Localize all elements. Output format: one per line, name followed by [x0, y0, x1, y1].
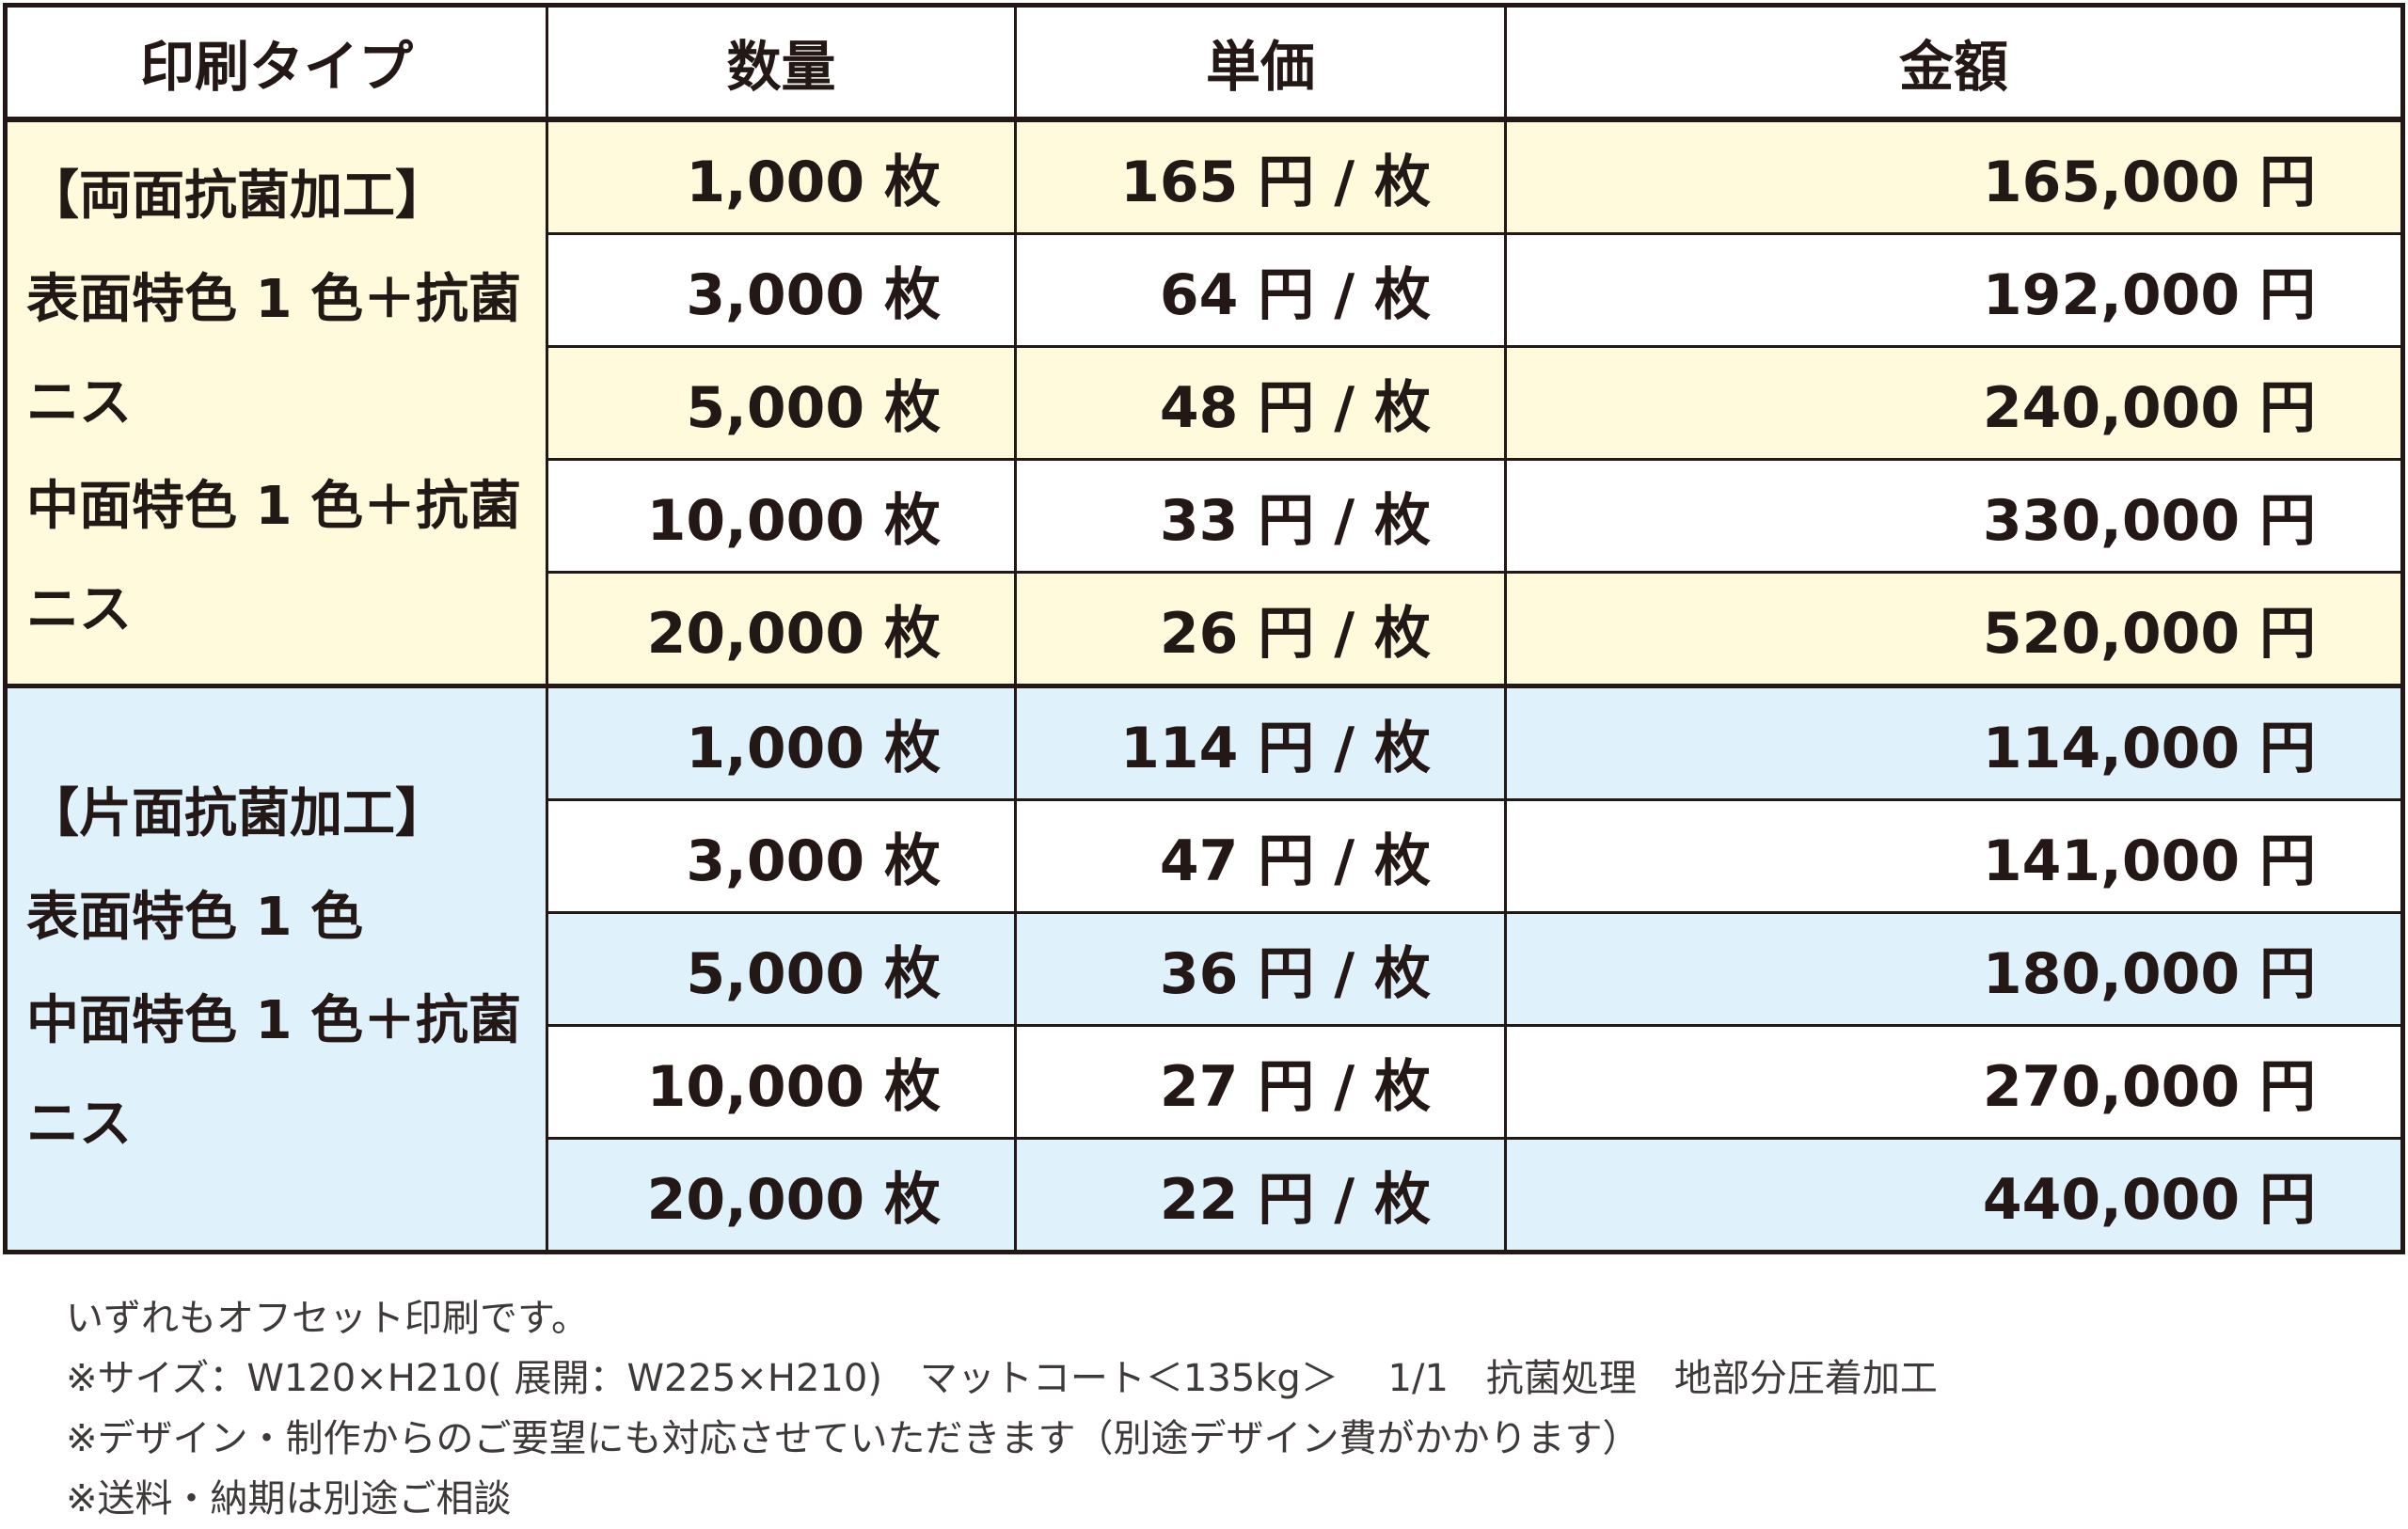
amount-cell: 440,000 円 — [1504, 1137, 2404, 1253]
quantity-cell: 5,000 枚 — [546, 911, 1017, 1027]
unit-price-cell: 36 円 / 枚 — [1014, 911, 1507, 1027]
amount-cell: 240,000 円 — [1504, 345, 2404, 461]
quantity-cell: 10,000 枚 — [546, 458, 1017, 574]
price-table: 印刷タイプ 数量 単価 金額 【両面抗菌加工】表面特色 1 色＋抗菌ニス 中面特色… — [3, 3, 2405, 1254]
header-row: 印刷タイプ 数量 単価 金額 — [4, 4, 2404, 121]
unit-price-cell: 26 円 / 枚 — [1014, 571, 1507, 687]
group-single-sided: 【片面抗菌加工】 表面特色 1 色中面特色 1 色＋抗菌ニス 1,000 枚 114 … — [4, 685, 2404, 1253]
amount-cell: 114,000 円 — [1504, 685, 2404, 801]
table-row: 【片面抗菌加工】 表面特色 1 色中面特色 1 色＋抗菌ニス 1,000 枚 114 … — [4, 685, 2404, 1253]
header-amount: 金額 — [1504, 4, 2404, 121]
header-print-type: 印刷タイプ — [4, 4, 548, 121]
unit-price-cell: 27 円 / 枚 — [1014, 1024, 1507, 1140]
unit-price-cell: 48 円 / 枚 — [1014, 345, 1507, 461]
quantity-cell: 5,000 枚 — [546, 345, 1017, 461]
print-type-line: 【両面抗菌加工】 — [26, 165, 448, 227]
quantity-cell: 20,000 枚 — [546, 571, 1017, 687]
table-row: 20,000 枚 22 円 / 枚 440,000 円 — [6, 1137, 2404, 1253]
note: ※デザイン・制作からのご要望にも対応させていただきます（別途デザイン費がかかりま… — [66, 1417, 1640, 1460]
table-row: 5,000 枚 36 円 / 枚 180,000 円 — [6, 911, 2404, 1027]
table-row: 3,000 枚 47 円 / 枚 141,000 円 — [6, 798, 2404, 914]
table-row: 3,000 枚 64 円 / 枚 192,000 円 — [6, 232, 2404, 348]
quantity-cell: 1,000 枚 — [546, 685, 1017, 801]
quantity-cell: 3,000 枚 — [546, 798, 1017, 914]
print-type-line: 表面特色 1 色 — [26, 886, 363, 948]
note: いずれもオフセット印刷です。 — [66, 1297, 589, 1340]
quantity-cell: 3,000 枚 — [546, 232, 1017, 348]
amount-cell: 180,000 円 — [1504, 911, 2404, 1027]
print-type-cell: 【片面抗菌加工】 表面特色 1 色中面特色 1 色＋抗菌ニス — [4, 685, 548, 1253]
table-row: 10,000 枚 27 円 / 枚 270,000 円 — [6, 1024, 2404, 1140]
amount-cell: 520,000 円 — [1504, 571, 2404, 687]
unit-price-cell: 47 円 / 枚 — [1014, 798, 1507, 914]
amount-cell: 270,000 円 — [1504, 1024, 2404, 1140]
print-type-line: 【片面抗菌加工】 — [26, 782, 448, 844]
footnotes: いずれもオフセット印刷です。 ※サイズ：W120×H210( 展開：W225×H… — [66, 1288, 1938, 1529]
unit-price-cell: 22 円 / 枚 — [1014, 1137, 1507, 1253]
table-row: 20,000 枚 26 円 / 枚 520,000 円 — [6, 571, 2404, 687]
amount-cell: 165,000 円 — [1504, 118, 2404, 235]
quantity-cell: 10,000 枚 — [546, 1024, 1017, 1140]
quantity-cell: 1,000 枚 — [546, 118, 1017, 235]
unit-price-cell: 33 円 / 枚 — [1014, 458, 1507, 574]
unit-price-cell: 114 円 / 枚 — [1014, 685, 1507, 801]
group-double-sided: 【両面抗菌加工】 表面特色 1 色＋抗菌ニス 中面特色 1 色＋抗菌ニス 1,000 … — [4, 118, 2404, 687]
amount-cell: 192,000 円 — [1504, 232, 2404, 348]
header-unit-price: 単価 — [1014, 4, 1507, 121]
header-quantity: 数量 — [546, 4, 1017, 121]
table-row: 5,000 枚 48 円 / 枚 240,000 円 — [6, 345, 2404, 461]
print-type-cell: 【両面抗菌加工】表面特色 1 色＋抗菌ニス 中面特色 1 色＋抗菌ニス — [4, 118, 548, 687]
unit-price-cell: 64 円 / 枚 — [1014, 232, 1507, 348]
print-type-line: 中面特色 1 色＋抗菌ニス — [26, 989, 521, 1155]
table-row: 10,000 枚 33 円 / 枚 330,000 円 — [6, 458, 2404, 574]
note: ※送料・納期は別途ご相談 — [66, 1477, 512, 1521]
table-row: 【両面抗菌加工】 表面特色 1 色＋抗菌ニス 中面特色 1 色＋抗菌ニス 1,000 … — [4, 118, 2404, 687]
unit-price-cell: 165 円 / 枚 — [1014, 118, 1507, 235]
print-type-line: 中面特色 1 色＋抗菌ニス — [26, 475, 521, 640]
print-type-line: 表面特色 1 色＋抗菌ニス — [26, 268, 521, 433]
amount-cell: 330,000 円 — [1504, 458, 2404, 574]
quantity-cell: 20,000 枚 — [546, 1137, 1017, 1253]
amount-cell: 141,000 円 — [1504, 798, 2404, 914]
note: ※サイズ：W120×H210( 展開：W225×H210) マットコート＜135… — [66, 1357, 1938, 1400]
